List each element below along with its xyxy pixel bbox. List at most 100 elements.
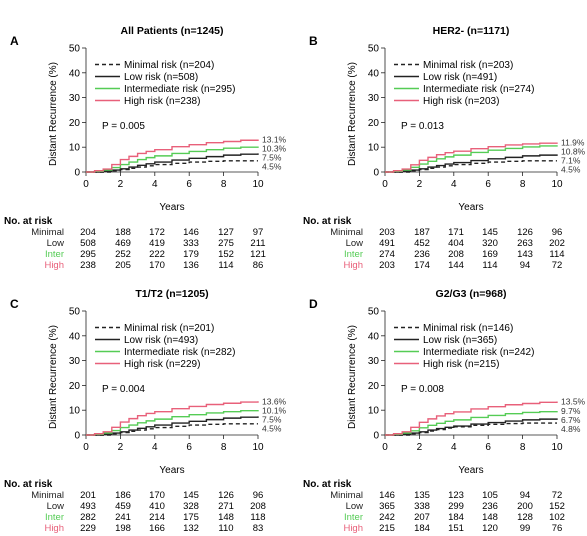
curve-low-risk: [86, 153, 259, 173]
at-risk-value: 333: [183, 238, 199, 249]
y-tick-label: 0: [74, 431, 80, 442]
y-tick-label: 40: [69, 331, 81, 342]
at-risk-value: 96: [253, 490, 264, 501]
y-tick-label: 30: [368, 93, 380, 104]
panel-d: D G2/G3 (n=968) 0 10 20 30 40 50 0 2 4 6 8 10 Years Dis…: [303, 288, 586, 534]
at-risk-heading: No. at risk: [303, 216, 352, 227]
at-risk-value: 151: [448, 523, 464, 534]
at-risk-value: 203: [379, 227, 395, 238]
curve-minimal-risk: [385, 160, 557, 173]
at-risk-value: 184: [448, 512, 464, 523]
x-tick-label: 0: [83, 442, 89, 453]
y-tick-label: 0: [74, 168, 80, 179]
at-risk-row-label: High: [343, 523, 363, 534]
legend-label: Intermediate risk (n=282): [124, 347, 235, 358]
at-risk-heading: No. at risk: [4, 216, 53, 227]
at-risk-value: 170: [149, 490, 165, 501]
curve-low-risk: [385, 154, 558, 173]
at-risk-row-label: Inter: [344, 512, 363, 523]
x-tick-label: 4: [451, 442, 457, 453]
at-risk-value: 282: [80, 512, 96, 523]
end-label: 13.6%: [262, 396, 287, 406]
legend-label: Low risk (n=493): [124, 335, 198, 346]
at-risk-value: 491: [379, 238, 395, 249]
at-risk-value: 201: [80, 490, 96, 501]
at-risk-heading: No. at risk: [4, 479, 53, 490]
at-risk-value: 143: [517, 249, 533, 260]
at-risk-value: 123: [448, 490, 464, 501]
at-risk-value: 97: [253, 227, 264, 238]
at-risk-value: 118: [250, 512, 265, 523]
end-label: 6.7%: [561, 415, 581, 425]
at-risk-value: 171: [448, 227, 464, 238]
at-risk-value: 215: [379, 523, 395, 534]
panel-title: All Patients (n=1245): [121, 25, 224, 37]
legend-label: Low risk (n=491): [423, 72, 497, 83]
at-risk-value: 105: [482, 490, 498, 501]
end-label: 10.8%: [561, 146, 586, 156]
end-label: 11.9%: [561, 137, 585, 147]
legend-label: High risk (n=215): [423, 359, 499, 370]
x-axis-label: Years: [159, 202, 184, 213]
x-tick-label: 10: [252, 179, 264, 190]
at-risk-row-label: High: [343, 260, 363, 271]
at-risk-value: 200: [517, 501, 533, 512]
at-risk-value: 208: [250, 501, 266, 512]
at-risk-value: 320: [482, 238, 498, 249]
end-label: 4.5%: [561, 164, 581, 174]
x-tick-label: 8: [520, 179, 526, 190]
y-tick-label: 10: [368, 143, 380, 154]
at-risk-value: 299: [448, 501, 464, 512]
end-label: 4.5%: [262, 423, 282, 433]
at-risk-value: 172: [149, 227, 165, 238]
at-risk-value: 274: [379, 249, 395, 260]
x-tick-label: 2: [118, 179, 124, 190]
x-axis-label: Years: [458, 202, 483, 213]
at-risk-row-label: High: [44, 523, 64, 534]
curve-low-risk: [86, 416, 259, 436]
x-tick-label: 10: [551, 442, 563, 453]
legend-label: Low risk (n=365): [423, 335, 497, 346]
at-risk-value: 229: [80, 523, 96, 534]
at-risk-value: 86: [253, 260, 264, 271]
at-risk-value: 238: [80, 260, 96, 271]
y-tick-label: 20: [69, 381, 81, 392]
at-risk-row-label: Inter: [344, 249, 363, 260]
y-tick-label: 20: [69, 118, 81, 129]
x-tick-label: 2: [417, 179, 423, 190]
at-risk-value: 152: [549, 501, 565, 512]
x-axis-label: Years: [458, 465, 483, 476]
legend-label: Minimal risk (n=201): [124, 323, 214, 334]
x-tick-label: 0: [382, 442, 388, 453]
y-tick-label: 50: [69, 307, 81, 318]
x-tick-label: 4: [152, 179, 158, 190]
panel-letter: A: [10, 34, 19, 48]
curve-minimal-risk: [86, 160, 258, 173]
y-axis-label: Distant Recurrence (%): [48, 62, 59, 166]
panel-b: B HER2- (n=1171) 0 10 20 30 40 50 0 2 4 6 8 10 Years Di…: [303, 25, 586, 271]
at-risk-value: 72: [552, 260, 563, 271]
y-tick-label: 20: [368, 381, 380, 392]
end-label: 10.1%: [262, 405, 287, 415]
at-risk-value: 469: [115, 238, 131, 249]
at-risk-row-label: Minimal: [31, 227, 64, 238]
at-risk-value: 99: [520, 523, 531, 534]
at-risk-value: 121: [250, 249, 266, 260]
curve-minimal-risk: [86, 423, 258, 436]
curve-high-risk: [86, 139, 259, 173]
at-risk-value: 148: [482, 512, 498, 523]
y-tick-label: 50: [368, 307, 380, 318]
at-risk-value: 203: [379, 260, 395, 271]
y-tick-label: 0: [373, 431, 379, 442]
end-label: 7.5%: [262, 153, 282, 163]
curve-intermediate-risk: [86, 146, 259, 173]
y-tick-label: 10: [368, 406, 380, 417]
at-risk-value: 241: [115, 512, 131, 523]
p-value: P = 0.013: [401, 121, 444, 132]
end-label: 10.3%: [262, 144, 287, 154]
at-risk-value: 144: [448, 260, 464, 271]
panel-letter: D: [309, 297, 318, 311]
at-risk-row-label: Minimal: [330, 227, 363, 238]
y-tick-label: 50: [69, 44, 81, 55]
